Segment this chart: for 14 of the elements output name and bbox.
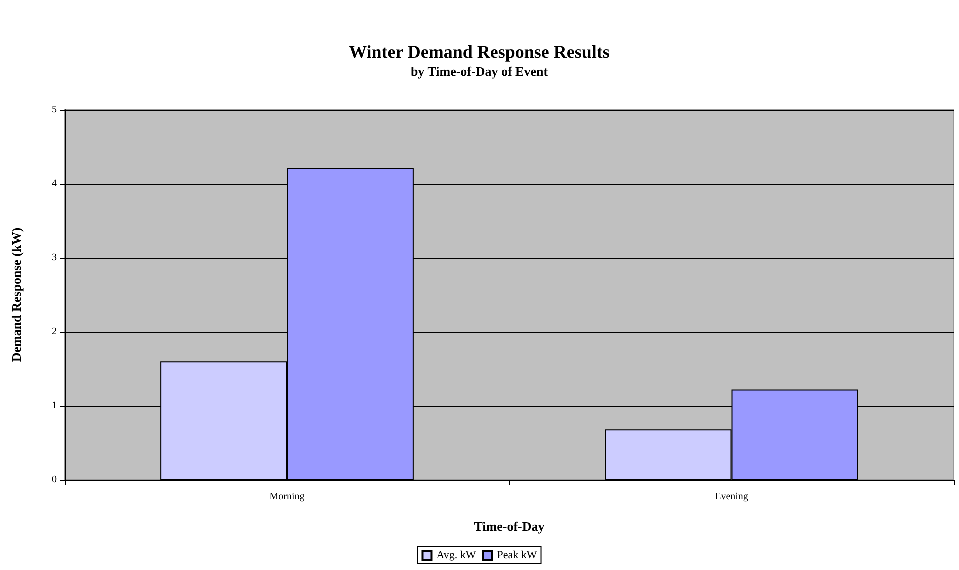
y-axis-title: Demand Response (kW) [9, 228, 24, 362]
chart-subtitle: by Time-of-Day of Event [410, 64, 549, 79]
legend-label: Avg. kW [436, 550, 477, 562]
legend-label: Peak kW [497, 550, 538, 562]
y-tick-label: 1 [52, 400, 57, 412]
y-tick-label: 3 [52, 252, 57, 264]
y-tick-label: 5 [52, 104, 57, 116]
y-tick-label: 4 [52, 178, 57, 190]
x-tick-label: Morning [270, 492, 305, 502]
chart-title: Winter Demand Response Results [349, 42, 610, 62]
y-tick-label: 0 [52, 474, 57, 486]
x-axis-title: Time-of-Day [474, 519, 546, 534]
y-tick-label: 2 [52, 326, 57, 338]
x-tick-label: Evening [715, 492, 748, 502]
